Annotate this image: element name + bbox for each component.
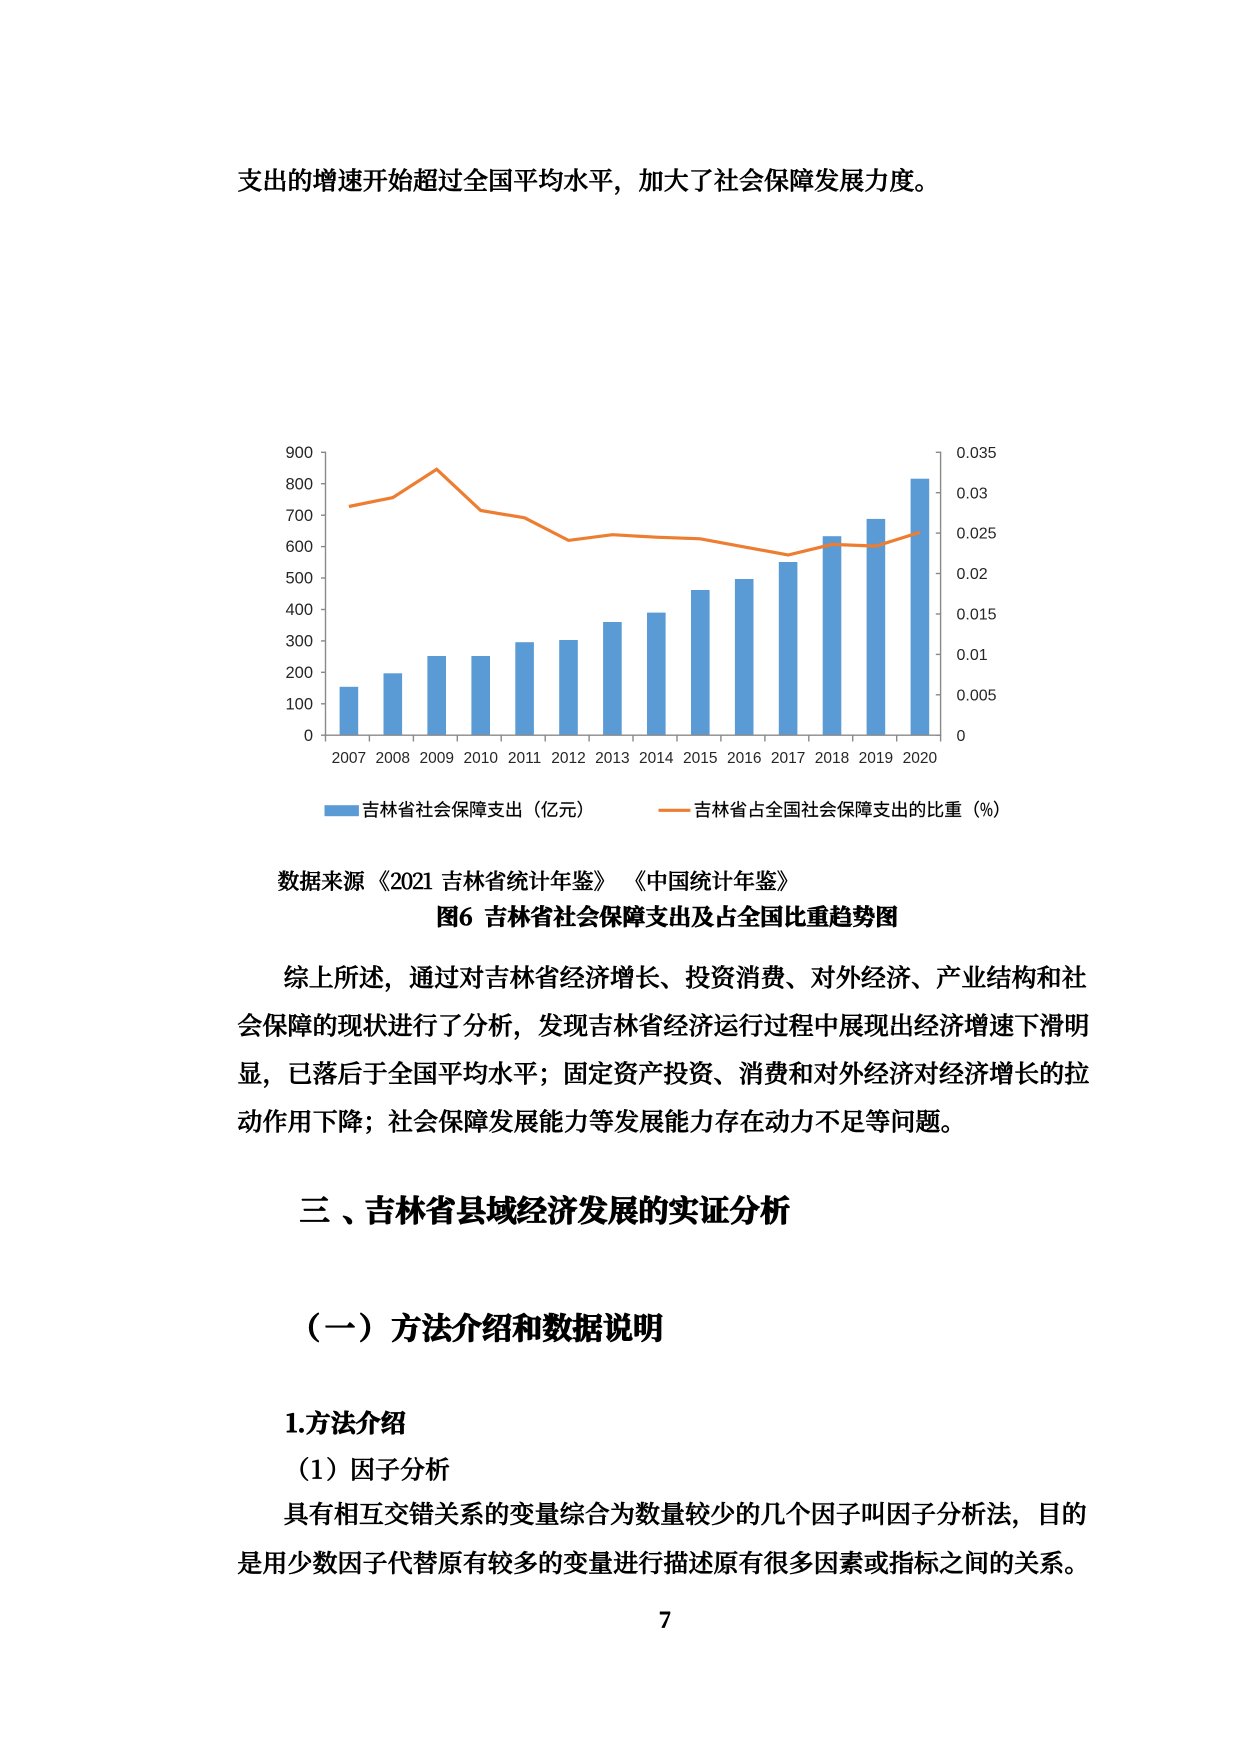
svg-text:0.03: 0.03 <box>957 485 988 502</box>
svg-text:2007: 2007 <box>332 750 366 767</box>
svg-text:2008: 2008 <box>376 750 410 767</box>
svg-text:2016: 2016 <box>727 750 761 767</box>
svg-text:2012: 2012 <box>551 750 585 767</box>
svg-text:2011: 2011 <box>508 750 541 767</box>
svg-text:0: 0 <box>304 727 313 745</box>
svg-text:0.015: 0.015 <box>957 607 997 624</box>
svg-text:0.01: 0.01 <box>957 647 988 664</box>
svg-text:2013: 2013 <box>595 750 629 767</box>
svg-text:600: 600 <box>285 538 313 556</box>
svg-text:2014: 2014 <box>639 750 674 767</box>
svg-text:2019: 2019 <box>859 750 893 767</box>
svg-text:2010: 2010 <box>463 750 498 767</box>
svg-text:400: 400 <box>285 601 313 619</box>
svg-text:900: 900 <box>285 444 313 462</box>
svg-text:2020: 2020 <box>903 750 938 767</box>
svg-text:100: 100 <box>285 695 313 713</box>
svg-text:0.02: 0.02 <box>957 566 988 583</box>
svg-text:700: 700 <box>285 507 313 525</box>
svg-text:0.005: 0.005 <box>957 687 997 704</box>
svg-text:0: 0 <box>957 728 966 745</box>
svg-text:200: 200 <box>285 664 313 682</box>
svg-text:800: 800 <box>285 475 313 493</box>
svg-text:2017: 2017 <box>771 750 805 767</box>
svg-text:0.035: 0.035 <box>957 445 997 462</box>
svg-text:2018: 2018 <box>815 750 849 767</box>
svg-text:0.025: 0.025 <box>957 526 997 543</box>
svg-text:2009: 2009 <box>419 750 453 767</box>
svg-text:2015: 2015 <box>683 750 717 767</box>
svg-text:500: 500 <box>285 570 313 588</box>
svg-text:300: 300 <box>285 633 313 651</box>
